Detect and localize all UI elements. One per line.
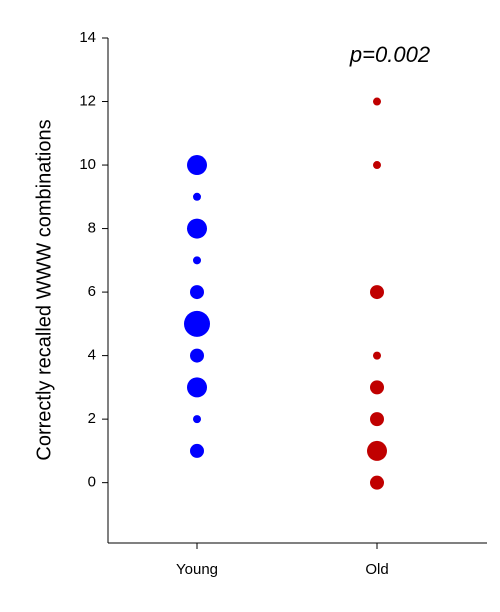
bubble — [193, 415, 201, 424]
bubble — [187, 155, 207, 176]
bubble — [187, 377, 207, 398]
bubble — [373, 351, 381, 360]
bubble — [373, 161, 381, 170]
bubble — [190, 285, 204, 300]
bubble — [184, 310, 210, 337]
x-tick-label: Old — [365, 561, 388, 578]
y-tick-label: 10 — [79, 156, 96, 173]
bubble — [193, 192, 201, 201]
bubble — [187, 218, 207, 239]
bubble — [190, 348, 204, 363]
bubble — [367, 440, 387, 461]
y-tick-label: 12 — [79, 92, 96, 109]
y-axis-label: Correctly recalled WWW combinations — [33, 119, 55, 460]
y-tick-label: 4 — [88, 347, 96, 364]
bubble — [193, 256, 201, 265]
annotation: p=0.002 — [349, 42, 430, 67]
y-tick-label: 6 — [88, 283, 96, 300]
y-tick-label: 8 — [88, 220, 96, 237]
bubble — [370, 380, 384, 395]
bubble — [373, 97, 381, 106]
bubble — [370, 412, 384, 427]
y-tick-label: 14 — [79, 29, 96, 46]
y-tick-label: 2 — [88, 410, 96, 427]
bubble — [190, 443, 204, 458]
bubble — [370, 285, 384, 300]
bubble — [370, 475, 384, 490]
y-tick-label: 0 — [88, 474, 96, 491]
x-tick-label: Young — [176, 561, 218, 578]
